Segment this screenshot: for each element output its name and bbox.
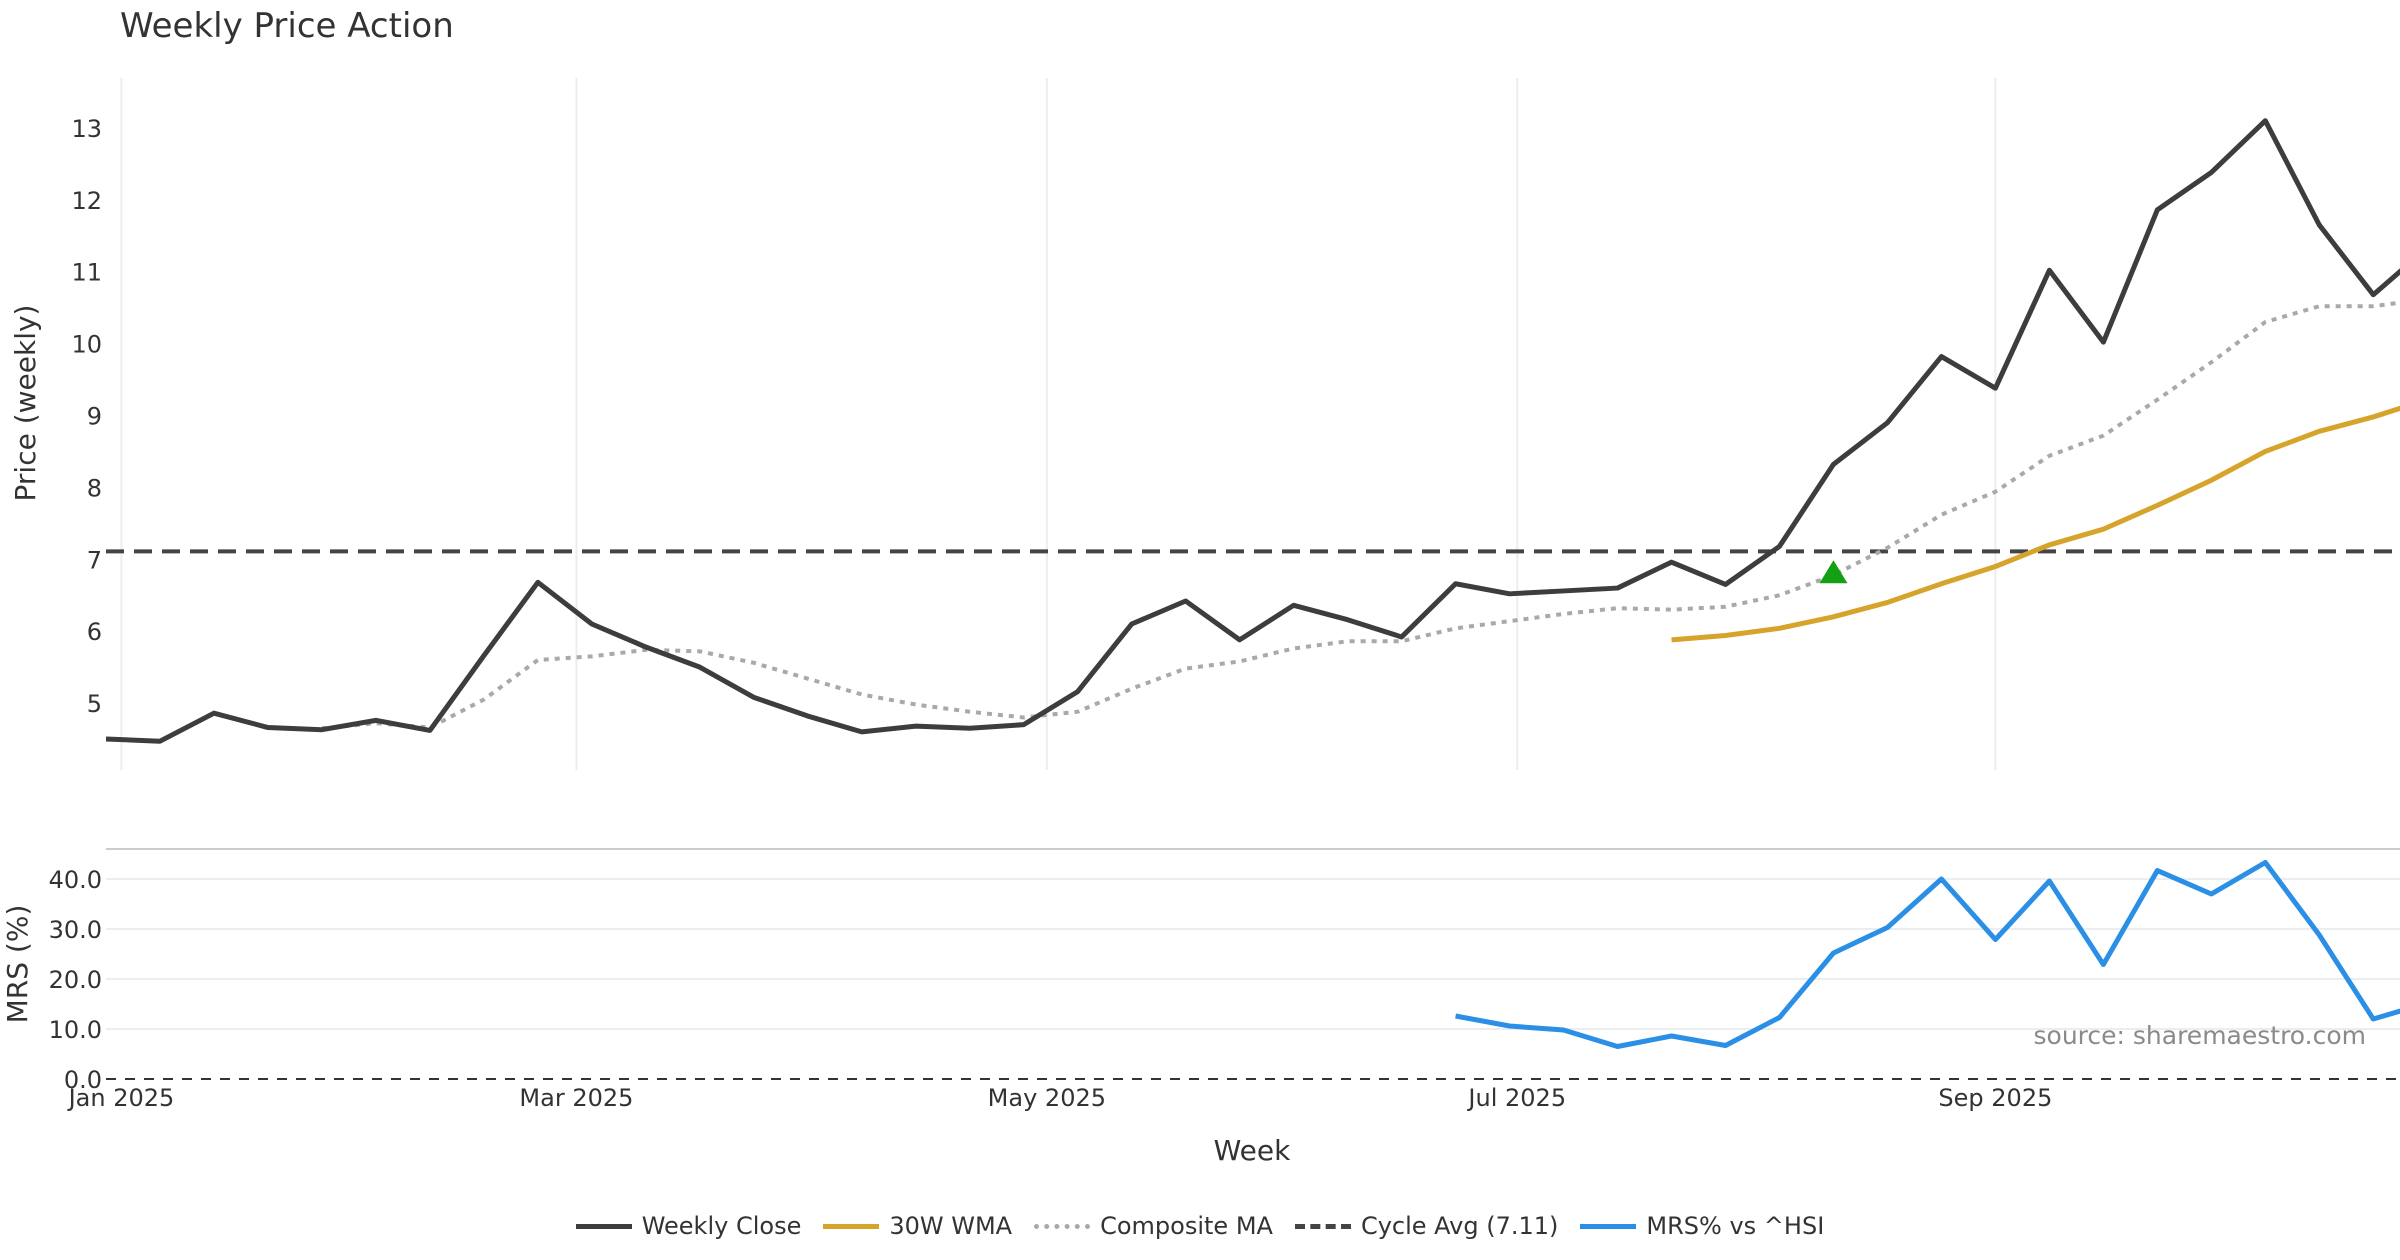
legend-label: Weekly Close xyxy=(641,1212,802,1240)
legend-item: Composite MA xyxy=(1034,1212,1273,1240)
price-y-tick-label: 5 xyxy=(87,690,102,718)
mrs-y-tick-label: 10.0 xyxy=(49,1016,102,1044)
legend-label: Cycle Avg (7.11) xyxy=(1360,1212,1559,1240)
buy-signal-marker xyxy=(1819,560,1848,584)
weekly-close-line xyxy=(106,118,2400,744)
price-y-tick-label: 9 xyxy=(87,403,102,431)
price-y-tick-label: 11 xyxy=(71,259,102,287)
mrs-y-tick-label: 20.0 xyxy=(49,966,102,994)
legend-swatch xyxy=(1034,1223,1091,1229)
legend-swatch xyxy=(575,1223,632,1229)
legend-item: Weekly Close xyxy=(575,1212,802,1240)
price-y-tick-label: 7 xyxy=(87,546,102,574)
x-tick-label: Jul 2025 xyxy=(1466,1084,1566,1112)
x-tick-label: Mar 2025 xyxy=(519,1084,633,1112)
legend-label: Composite MA xyxy=(1100,1212,1273,1240)
x-tick-label: Sep 2025 xyxy=(1938,1084,2052,1112)
price-y-tick-label: 12 xyxy=(71,187,102,215)
price-y-tick-label: 6 xyxy=(87,618,102,646)
legend-label: MRS% vs ^HSI xyxy=(1646,1212,1825,1240)
price-panel: 5 6 7 8 9 10 11 12 13 xyxy=(71,78,2400,770)
x-tick-label: May 2025 xyxy=(988,1084,1106,1112)
wma-30w-line xyxy=(1671,405,2400,643)
mrs-y-tick-label: 0.0 xyxy=(64,1066,102,1094)
price-y-tick-label: 8 xyxy=(87,474,102,502)
source-note: source: sharemaestro.com xyxy=(2034,1021,2367,1050)
legend-item: MRS% vs ^HSI xyxy=(1580,1212,1824,1240)
mrs-panel: 0.0 10.0 20.0 30.0 40.0 xyxy=(49,848,2400,1094)
price-y-axis-label: Price (weekly) xyxy=(9,305,42,502)
legend-swatch xyxy=(1580,1223,1637,1229)
price-y-tick-label: 10 xyxy=(71,331,102,359)
legend-item: 30W WMA xyxy=(823,1212,1012,1240)
legend-label: 30W WMA xyxy=(889,1212,1013,1240)
legend-item: Cycle Avg (7.11) xyxy=(1294,1212,1559,1240)
composite-ma-line xyxy=(321,300,2400,731)
x-axis: Jan 2025 Mar 2025 May 2025 Jul 2025 Sep 2025 xyxy=(67,1084,2053,1112)
chart-title: Weekly Price Action xyxy=(120,6,454,46)
mrs-y-tick-label: 40.0 xyxy=(49,866,102,894)
mrs-line xyxy=(1455,860,2400,1049)
mrs-y-tick-label: 30.0 xyxy=(49,916,102,944)
x-axis-label: Week xyxy=(1214,1134,1291,1167)
legend-swatch xyxy=(823,1223,880,1229)
legend-swatch xyxy=(1294,1223,1351,1229)
mrs-y-axis-label: MRS (%) xyxy=(1,905,34,1024)
price-y-tick-label: 13 xyxy=(71,115,102,143)
x-tick-label: Jan 2025 xyxy=(67,1084,175,1112)
legend: Weekly Close 30W WMA Composite MA Cycle Avg… xyxy=(0,1212,2400,1240)
